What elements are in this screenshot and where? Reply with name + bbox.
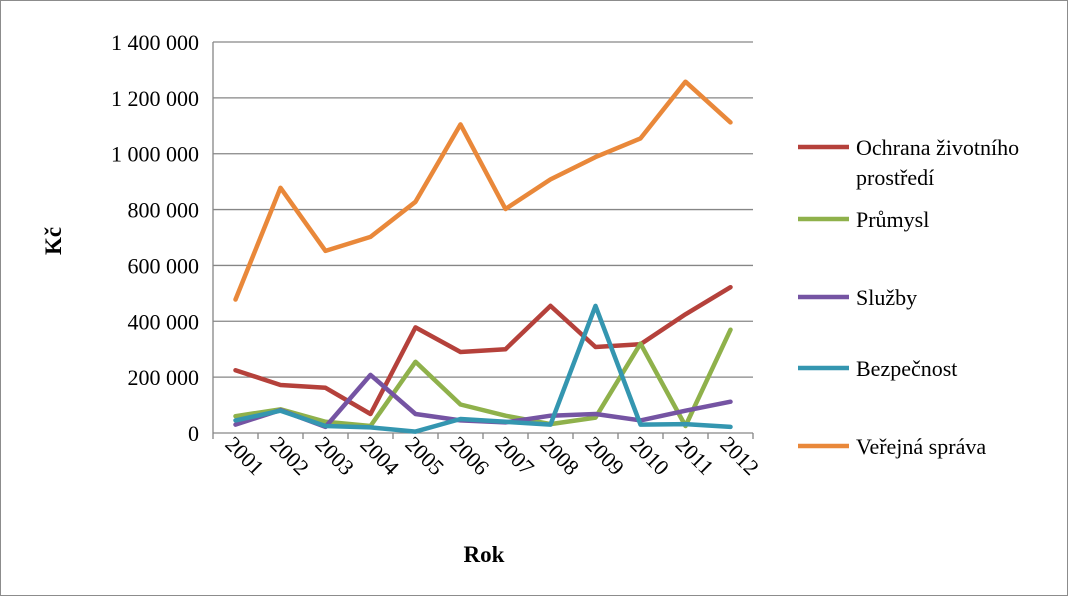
x-tick-label: 2010 (625, 431, 674, 480)
y-tick-label: 400 000 (128, 309, 200, 334)
y-axis-tick-labels: 0 200 000 400 000 600 000 800 000 1 000 000 1 … (111, 30, 199, 446)
legend-label: Bezpečnost (856, 356, 957, 381)
x-tick-label: 2003 (310, 431, 359, 480)
x-tick-label: 2001 (220, 431, 269, 480)
series-line (233, 303, 733, 434)
x-tick-label: 2008 (535, 431, 584, 480)
x-tick-label: 2006 (445, 431, 494, 480)
y-tick-label: 1 200 000 (111, 86, 199, 111)
series-line (233, 79, 733, 302)
x-tick-label: 2002 (265, 431, 314, 480)
x-axis-tick-labels: 2001200220032004200520062007200820092010… (220, 431, 764, 480)
legend-label: Průmysl (856, 207, 929, 232)
series-line (233, 284, 733, 417)
series-lines (233, 79, 733, 434)
legend-label: Veřejná správa (856, 434, 986, 459)
legend: Ochrana životního prostředí Průmysl Služby B… (798, 135, 1019, 459)
y-tick-label: 200 000 (128, 365, 200, 390)
x-tick-label: 2012 (715, 431, 764, 480)
y-axis-title: Kč (41, 227, 66, 255)
x-tick-label: 2009 (580, 431, 629, 480)
y-tick-label: 0 (188, 421, 199, 446)
series-line (233, 327, 733, 429)
x-axis-title: Rok (464, 542, 505, 567)
y-tick-label: 1 400 000 (111, 30, 199, 55)
x-tick-label: 2005 (400, 431, 449, 480)
legend-label: Ochrana životního (856, 135, 1019, 160)
x-tick-label: 2007 (490, 431, 539, 480)
y-tick-label: 600 000 (128, 253, 200, 278)
x-tick-label: 2011 (671, 432, 719, 480)
gridlines (212, 41, 754, 439)
y-tick-label: 800 000 (128, 198, 200, 223)
y-tick-label: 1 000 000 (111, 142, 199, 167)
legend-label: Služby (856, 285, 917, 310)
legend-label: prostředí (856, 165, 934, 190)
x-tick-label: 2004 (355, 431, 404, 480)
